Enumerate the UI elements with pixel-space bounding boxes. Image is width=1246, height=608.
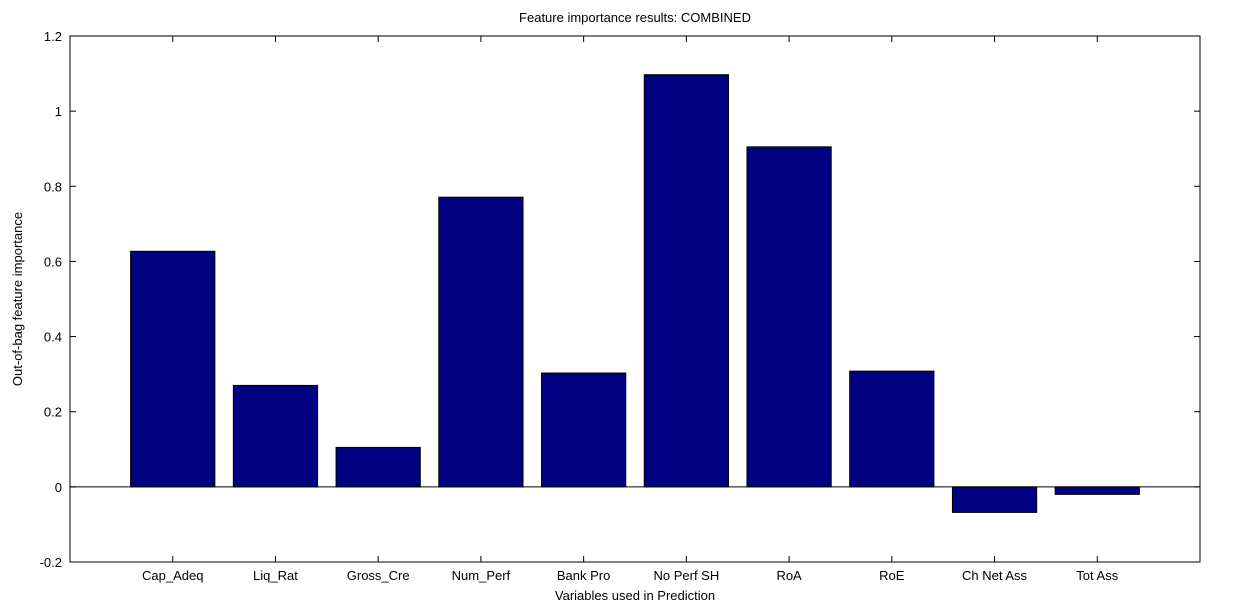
y-axis-label: Out-of-bag feature importance	[10, 212, 25, 386]
y-tick-label: 1	[55, 104, 62, 119]
bar-no-perf-sh	[643, 74, 729, 488]
x-tick-label: RoE	[879, 568, 905, 583]
x-tick-label: Gross_Cre	[347, 568, 410, 583]
chart-title: Feature importance results: COMBINED	[519, 10, 751, 25]
x-tick-label: RoA	[776, 568, 802, 583]
bars-group	[130, 74, 1140, 513]
y-tick-label: -0.2	[40, 555, 62, 570]
y-tick-label: 0.2	[44, 405, 62, 420]
x-tick-label: Ch Net Ass	[962, 568, 1028, 583]
y-axis-ticks: -0.2 0 0.2 0.4 0.6 0.8 1 1.2	[40, 29, 1200, 570]
bar-roa	[746, 146, 832, 488]
x-tick-label: Num_Perf	[452, 568, 511, 583]
x-tick-label: Liq_Rat	[253, 568, 298, 583]
bar-gross-cre	[335, 446, 421, 488]
bar-ch-net-ass	[951, 486, 1038, 513]
x-tick-label: Bank Pro	[557, 568, 610, 583]
bar-tot-ass	[1054, 486, 1140, 495]
bar-roe	[849, 370, 935, 488]
x-axis-label: Variables used in Prediction	[555, 588, 715, 603]
x-tick-label: Tot Ass	[1076, 568, 1118, 583]
y-tick-label: 0.8	[44, 179, 62, 194]
x-tick-label: No Perf SH	[653, 568, 719, 583]
bar-num-perf	[438, 196, 524, 488]
y-tick-label: 0	[55, 480, 62, 495]
bar-bank-pro	[541, 372, 627, 488]
x-axis-ticks: Cap_Adeq Liq_Rat Gross_Cre Num_Perf Bank Pro…	[142, 36, 1119, 583]
y-tick-label: 1.2	[44, 29, 62, 44]
x-tick-label: Cap_Adeq	[142, 568, 203, 583]
y-tick-label: 0.6	[44, 254, 62, 269]
bar-cap-adeq	[130, 250, 216, 488]
y-tick-label: 0.4	[44, 330, 62, 345]
bar-liq-rat	[232, 384, 319, 488]
